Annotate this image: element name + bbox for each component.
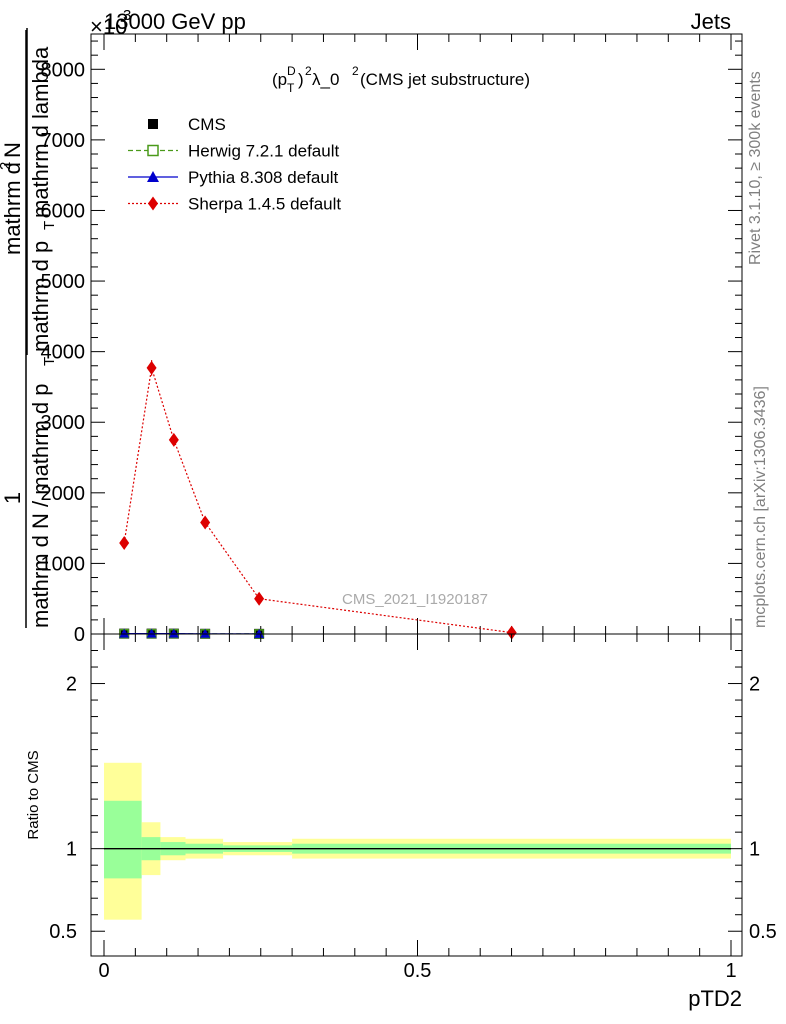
legend-label: CMS xyxy=(188,115,226,134)
legend-marker-sherpa xyxy=(148,196,158,211)
legend-marker-herwig xyxy=(147,144,159,157)
x-tick-label: 0 xyxy=(98,960,109,982)
sherpa-point xyxy=(119,535,130,550)
ratio-xaxis: 0 0.5 1 xyxy=(98,634,737,982)
pythia-point xyxy=(146,628,157,638)
ylabel-denominator: mathrm d N / mathrm d p xyxy=(28,383,53,628)
ylabel-den2-tail: mathrm d lambda xyxy=(28,46,53,218)
y-tick-label: 4000 xyxy=(41,342,86,364)
ylabel-one: 1 xyxy=(0,492,25,504)
header-exponent: ×10 xyxy=(90,14,127,39)
title-sub-t: T xyxy=(287,81,295,95)
title-sq1: 2 xyxy=(305,64,312,78)
y-tick-label: 3000 xyxy=(41,412,86,434)
legend: CMS Herwig 7.2.1 default Pythia 8.308 defa… xyxy=(128,115,341,214)
pythia-point xyxy=(168,628,179,638)
main-yaxis: 0 1000 2000 3000 4000 5000 6000 7000 8000 xyxy=(41,40,742,646)
pythia-point xyxy=(119,628,130,638)
ratio-yaxis: 0.5 0.5 1 1 2 2 xyxy=(49,650,777,943)
main-ylabel: 1 mathrm d N / mathrm d p T mathrm d 2 N… xyxy=(0,28,58,628)
header-right: Jets xyxy=(691,9,731,34)
title-lambda: λ_0 xyxy=(312,70,339,89)
sherpa-point xyxy=(146,360,157,375)
ratio-bands xyxy=(104,762,731,920)
sherpa-point xyxy=(506,625,517,640)
sherpa-point xyxy=(200,515,211,530)
sherpa-point xyxy=(168,432,179,447)
main-xticks xyxy=(103,34,732,634)
title-sq2: 2 xyxy=(352,64,359,78)
legend-marker-cms xyxy=(148,119,158,129)
mcplots-label: mcplots.cern.ch [arXiv:1306.3436] xyxy=(752,386,769,628)
ratio-ylabel: Ratio to CMS xyxy=(25,750,42,839)
stat-uncertainty-band xyxy=(104,800,142,879)
y-tick-label: 6000 xyxy=(41,200,86,222)
y-tick-label: 0 xyxy=(74,624,85,646)
ratio-y-tick-label-right: 0.5 xyxy=(749,921,777,943)
ylabel-denominator-sub: T xyxy=(41,357,58,366)
pythia-point xyxy=(254,628,265,638)
y-tick-label: 7000 xyxy=(41,130,86,152)
title-close: ) xyxy=(298,70,304,89)
x-axis-label: pTD2 xyxy=(688,986,742,1011)
series-line xyxy=(123,367,512,634)
y-tick-label: 8000 xyxy=(41,59,86,81)
header-left: 13000 GeV pp xyxy=(104,9,246,34)
y-tick-label: 1000 xyxy=(41,553,86,575)
pythia-point xyxy=(200,628,211,638)
ylabel-num-sup: 2 xyxy=(0,162,14,170)
ylabel-den2-sub: T xyxy=(41,221,58,230)
ratio-y-tick-label: 1 xyxy=(66,839,77,861)
ratio-y-tick-label: 2 xyxy=(66,674,77,696)
rivet-label: Rivet 3.1.10, ≥ 300k events xyxy=(747,71,764,265)
ratio-y-tick-label-right: 1 xyxy=(749,839,760,861)
ratio-frame xyxy=(90,633,743,957)
legend-marker-pythia xyxy=(147,171,159,182)
legend-label: Herwig 7.2.1 default xyxy=(188,142,339,161)
sherpa-point xyxy=(254,591,265,606)
ratio-y-tick-label: 0.5 xyxy=(49,921,77,943)
y-tick-label: 5000 xyxy=(41,271,86,293)
title-tail: (CMS jet substructure) xyxy=(360,70,530,89)
ylabel-den2: mathrm d p xyxy=(28,241,53,352)
analysis-watermark: CMS_2021_I1920187 xyxy=(342,591,488,608)
ratio-y-tick-label-right: 2 xyxy=(749,674,760,696)
x-tick-label: 0.5 xyxy=(404,960,432,982)
header-exponent-power: 3 xyxy=(123,7,131,24)
ylabel-num-n: N xyxy=(0,142,25,158)
title-sup-d: D xyxy=(287,64,296,78)
legend-label: Pythia 8.308 default xyxy=(188,168,339,187)
ylabel-num-d: mathrm d xyxy=(0,162,25,255)
legend-label: Sherpa 1.4.5 default xyxy=(188,195,341,214)
plot-title: (p D T ) 2 λ_0 2 (CMS jet substructure) xyxy=(272,64,530,95)
x-tick-label: 1 xyxy=(725,960,736,982)
title-p: (p xyxy=(272,70,287,89)
y-tick-label: 2000 xyxy=(41,483,86,505)
